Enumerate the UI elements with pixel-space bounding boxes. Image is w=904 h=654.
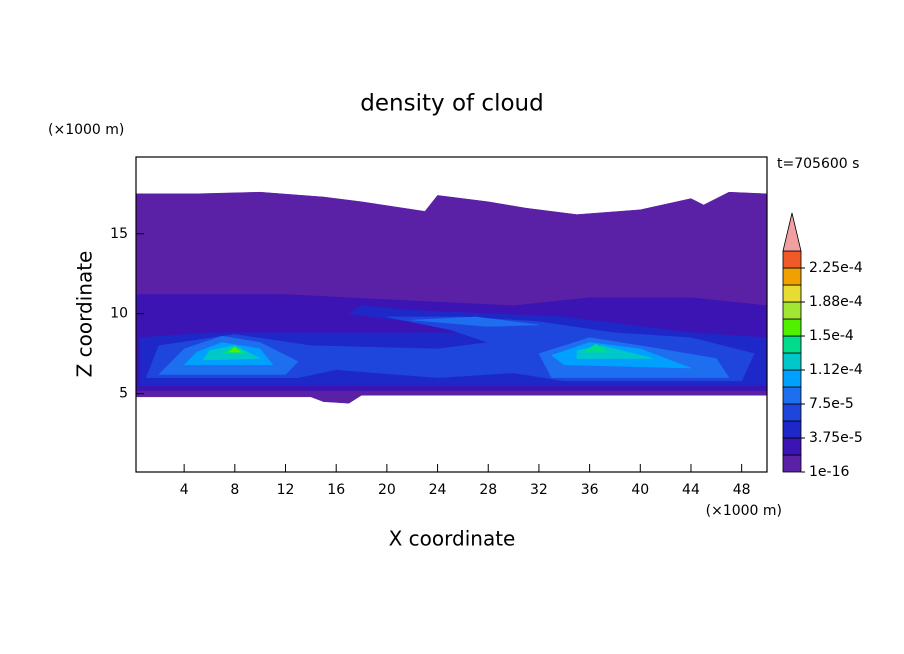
x-tick-label: 20 (378, 482, 396, 498)
contour-region (582, 343, 610, 353)
x-tick-label: 40 (631, 482, 649, 498)
x-tick-label: 12 (277, 482, 295, 498)
colorbar-box (782, 267, 802, 286)
colorbar-box (782, 318, 802, 337)
x-tick-label: 36 (581, 482, 599, 498)
colorbar-box (782, 437, 802, 456)
colorbar-box (782, 454, 802, 473)
y-tick-label: 5 (119, 386, 128, 402)
y-axis-label: Z coordinate (73, 251, 97, 378)
x-tick-label: 32 (530, 482, 548, 498)
colorbar-box (782, 335, 802, 354)
colorbar-box (782, 352, 802, 371)
colorbar-box (782, 250, 802, 269)
colorbar-box (782, 369, 802, 388)
colorbar-label: 3.75e-5 (809, 430, 863, 446)
x-tick-label: 28 (479, 482, 497, 498)
colorbar-label: 1.12e-4 (809, 362, 863, 378)
y-tick-label: 15 (110, 226, 128, 242)
colorbar-label: 1.88e-4 (809, 294, 863, 310)
x-tick-label: 8 (230, 482, 239, 498)
contour-region (412, 316, 539, 327)
time-label: t=705600 s (777, 156, 859, 172)
colorbar-box (782, 284, 802, 303)
x-unit: (×1000 m) (706, 503, 782, 519)
x-tick-label: 16 (327, 482, 345, 498)
plot-frame (135, 156, 768, 473)
colorbar-box (782, 301, 802, 320)
colorbar-label: 7.5e-5 (809, 396, 854, 412)
contour-field (136, 191, 767, 404)
x-tick-label: 44 (682, 482, 700, 498)
x-tick-label: 48 (733, 482, 751, 498)
y-unit: (×1000 m) (48, 122, 124, 138)
colorbar-label: 2.25e-4 (809, 260, 863, 276)
x-tick-label: 4 (180, 482, 189, 498)
y-tick-label: 10 (110, 306, 128, 322)
chart-title: density of cloud (360, 91, 543, 117)
contour-region (227, 346, 242, 353)
colorbar-box (782, 403, 802, 422)
colorbar-label: 1e-16 (809, 464, 849, 480)
x-axis-label: X coordinate (389, 527, 516, 551)
colorbar-over (782, 212, 802, 252)
colorbar-box (782, 386, 802, 405)
colorbar-box (782, 420, 802, 439)
x-tick-label: 24 (429, 482, 447, 498)
colorbar-label: 1.5e-4 (809, 328, 854, 344)
